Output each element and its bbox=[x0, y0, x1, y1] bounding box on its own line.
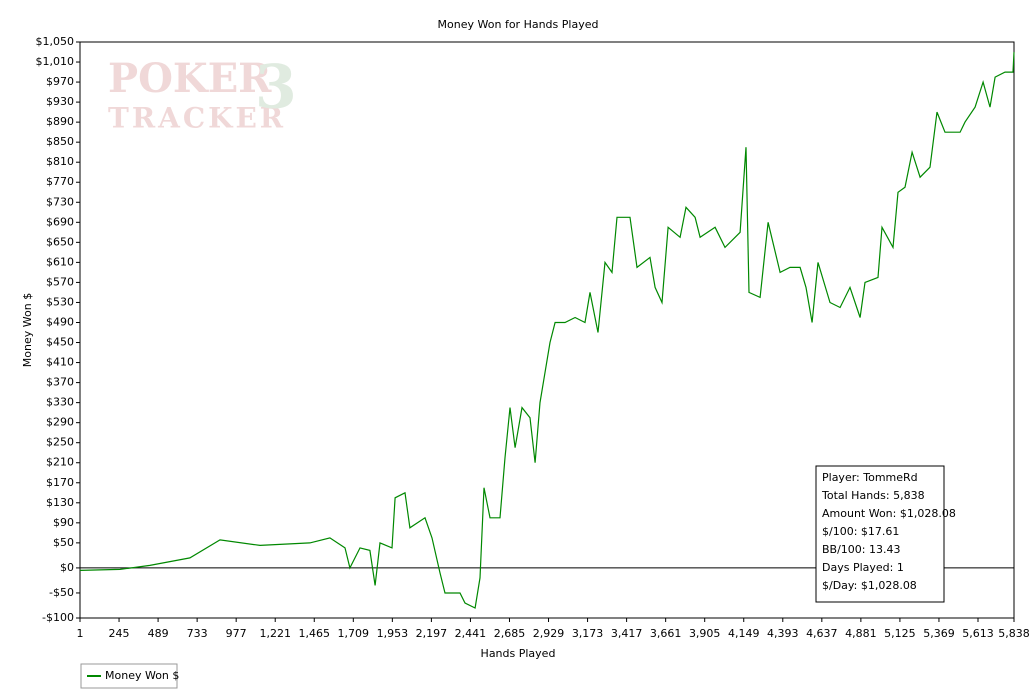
legend-label: Money Won $ bbox=[105, 669, 179, 682]
x-tick-label: 977 bbox=[226, 627, 247, 640]
y-tick-label: $770 bbox=[46, 175, 74, 188]
x-tick-label: 4,393 bbox=[767, 627, 799, 640]
info-line: BB/100: 13.43 bbox=[822, 543, 901, 556]
y-tick-label: $210 bbox=[46, 456, 74, 469]
x-tick-label: 1,709 bbox=[338, 627, 370, 640]
x-tick-label: 2,197 bbox=[416, 627, 448, 640]
x-axis-label: Hands Played bbox=[481, 647, 556, 660]
info-line: Total Hands: 5,838 bbox=[821, 489, 925, 502]
y-tick-label: $930 bbox=[46, 95, 74, 108]
legend: Money Won $ bbox=[80, 663, 179, 689]
y-tick-label: $690 bbox=[46, 215, 74, 228]
x-tick-label: 5,838 bbox=[998, 627, 1030, 640]
y-axis-label: Money Won $ bbox=[21, 293, 34, 367]
watermark: POKER bbox=[108, 55, 272, 102]
watermark: TRACKER bbox=[108, 102, 286, 135]
x-tick-label: 1 bbox=[77, 627, 84, 640]
y-tick-label: $530 bbox=[46, 295, 74, 308]
x-tick-label: 245 bbox=[109, 627, 130, 640]
y-tick-label: $0 bbox=[60, 561, 74, 574]
y-tick-label: $290 bbox=[46, 416, 74, 429]
x-tick-label: 3,905 bbox=[689, 627, 721, 640]
y-tick-label: -$50 bbox=[49, 586, 74, 599]
y-tick-label: $250 bbox=[46, 436, 74, 449]
y-tick-label: $170 bbox=[46, 476, 74, 489]
y-tick-label: $370 bbox=[46, 376, 74, 389]
y-tick-label: $90 bbox=[53, 516, 74, 529]
x-tick-label: 2,929 bbox=[533, 627, 565, 640]
chart-title: Money Won for Hands Played bbox=[438, 18, 599, 31]
y-tick-label: $850 bbox=[46, 135, 74, 148]
x-tick-label: 4,637 bbox=[806, 627, 838, 640]
info-line: Player: TommeRd bbox=[822, 471, 918, 484]
info-line: $/Day: $1,028.08 bbox=[822, 579, 917, 592]
y-tick-label: $410 bbox=[46, 356, 74, 369]
x-tick-label: 4,149 bbox=[728, 627, 760, 640]
y-tick-label: $1,010 bbox=[36, 55, 75, 68]
y-tick-label: $890 bbox=[46, 115, 74, 128]
x-tick-label: 2,441 bbox=[455, 627, 487, 640]
x-tick-label: 3,661 bbox=[650, 627, 682, 640]
y-tick-label: $610 bbox=[46, 255, 74, 268]
info-line: Amount Won: $1,028.08 bbox=[822, 507, 956, 520]
y-tick-label: $970 bbox=[46, 75, 74, 88]
y-tick-label: $1,050 bbox=[36, 35, 75, 48]
x-tick-label: 2,685 bbox=[494, 627, 526, 640]
x-tick-label: 1,221 bbox=[259, 627, 291, 640]
y-tick-label: $450 bbox=[46, 336, 74, 349]
y-tick-label: $650 bbox=[46, 235, 74, 248]
info-line: Days Played: 1 bbox=[822, 561, 904, 574]
y-tick-label: $730 bbox=[46, 195, 74, 208]
info-line: $/100: $17.61 bbox=[822, 525, 899, 538]
watermark: 3 bbox=[255, 53, 297, 123]
x-tick-label: 5,125 bbox=[884, 627, 916, 640]
x-tick-label: 489 bbox=[148, 627, 169, 640]
x-tick-label: 1,953 bbox=[377, 627, 409, 640]
y-tick-label: $570 bbox=[46, 275, 74, 288]
info-box: Player: TommeRd Total Hands: 5,838 Amount … bbox=[815, 465, 956, 603]
info-box-frame bbox=[815, 465, 945, 603]
x-tick-label: 4,881 bbox=[845, 627, 877, 640]
y-tick-label: $810 bbox=[46, 155, 74, 168]
y-tick-label: $490 bbox=[46, 315, 74, 328]
y-tick-label: $130 bbox=[46, 496, 74, 509]
x-tick-label: 5,369 bbox=[923, 627, 955, 640]
x-tick-label: 3,173 bbox=[572, 627, 604, 640]
x-tick-label: 3,417 bbox=[611, 627, 643, 640]
y-tick-label: $330 bbox=[46, 396, 74, 409]
x-tick-label: 1,465 bbox=[299, 627, 331, 640]
x-tick-label: 5,613 bbox=[962, 627, 994, 640]
y-tick-label: $50 bbox=[53, 536, 74, 549]
x-tick-label: 733 bbox=[187, 627, 208, 640]
y-tick-label: -$100 bbox=[42, 611, 74, 624]
series-line bbox=[79, 51, 1015, 609]
